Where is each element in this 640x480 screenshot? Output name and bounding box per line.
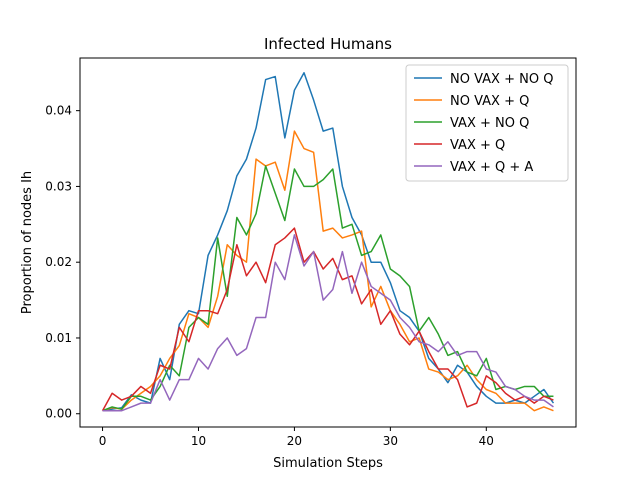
plot-frame — [79, 57, 577, 428]
legend: NO VAX + NO Q NO VAX + Q VAX + NO Q VAX + Q… — [405, 64, 569, 182]
legend-label-2: NO VAX + Q — [450, 94, 529, 109]
x-tick-label: 10 — [191, 434, 206, 448]
y-tick-label: 0.03 — [45, 179, 72, 193]
chart-marks — [101, 72, 555, 412]
legend-label-4: VAX + Q — [450, 138, 505, 153]
series-line-3 — [102, 165, 554, 412]
legend-box — [405, 64, 569, 182]
legend-label-5: VAX + Q + A — [450, 160, 533, 175]
x-tick-label: 0 — [99, 434, 107, 448]
x-tick-label: 20 — [287, 434, 302, 448]
y-axis-title: Proportion of nodes Ih — [20, 171, 35, 314]
series-line-2 — [102, 130, 554, 412]
y-tick-label: 0.02 — [45, 255, 72, 269]
series-line-4 — [101, 227, 554, 412]
x-axis: 0 10 20 30 40 — [99, 427, 494, 448]
x-tick-label: 40 — [479, 434, 494, 448]
x-tick-label: 30 — [383, 434, 398, 448]
y-tick-label: 0.01 — [45, 331, 72, 345]
legend-label-1: NO VAX + NO Q — [450, 72, 553, 87]
legend-label-3: VAX + NO Q — [450, 116, 529, 131]
x-axis-title: Simulation Steps — [273, 456, 383, 471]
y-tick-label: 0.00 — [45, 407, 72, 421]
y-axis: 0.00 0.01 0.02 0.03 0.04 — [45, 104, 80, 421]
y-tick-label: 0.04 — [45, 104, 72, 118]
chart-title: Infected Humans — [264, 35, 392, 53]
series-line-5 — [102, 234, 554, 412]
